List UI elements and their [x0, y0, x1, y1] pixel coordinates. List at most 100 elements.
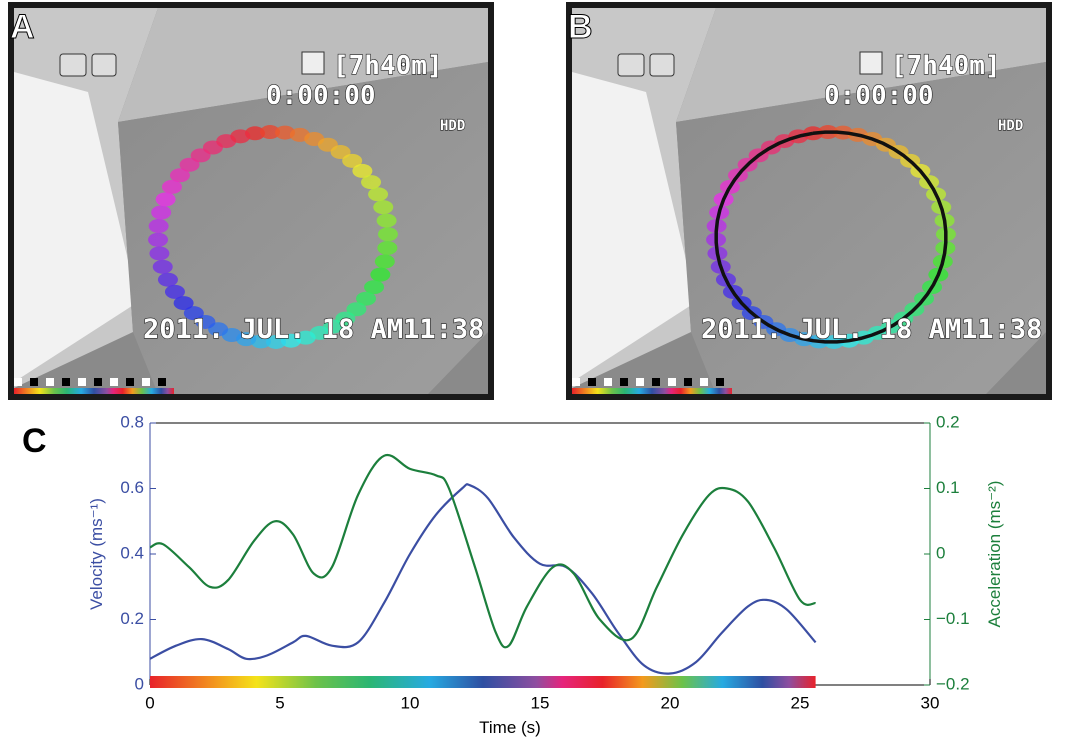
series-line: [149, 483, 817, 675]
osd-counter: [7h40m]: [891, 51, 1001, 81]
track-blob: [173, 296, 194, 311]
x-tick-label: 10: [401, 693, 420, 712]
track-blob: [374, 254, 395, 269]
panel-label: B: [568, 8, 593, 46]
track-blob: [266, 334, 287, 349]
track-blob: [330, 145, 351, 160]
track-blob: [148, 219, 169, 234]
scale-bar: [668, 378, 676, 386]
track-blob: [157, 272, 178, 287]
time-color-bar: [150, 676, 816, 688]
track-blob: [280, 333, 301, 348]
scale-bar: [652, 378, 660, 386]
track-blob: [377, 240, 398, 255]
scale-bar: [62, 378, 70, 386]
track-blob: [342, 153, 363, 168]
track-blob: [377, 227, 398, 242]
scale-bar: [604, 378, 612, 386]
y-tick-label: 0.2: [120, 609, 144, 628]
y-tick-label: 0.6: [120, 478, 144, 497]
y-axis-label: Velocity (ms⁻¹): [87, 498, 106, 610]
track-blob: [179, 157, 200, 172]
osd-media: HDD: [440, 118, 465, 134]
trajectory: [714, 130, 948, 344]
track-blob: [356, 291, 377, 306]
y-tick-label: 0: [135, 674, 144, 693]
osd-time: 0:00:00: [824, 81, 934, 111]
scale-bar: [14, 378, 22, 386]
y2-tick-label: 0.2: [936, 412, 960, 431]
scale-bar: [110, 378, 118, 386]
track-blob: [149, 246, 170, 261]
scale-bar: [716, 378, 724, 386]
scale-bar: [126, 378, 134, 386]
scale-bar: [620, 378, 628, 386]
scale-bar: [636, 378, 644, 386]
y2-tick-label: −0.1: [936, 609, 970, 628]
track-blob: [152, 259, 173, 274]
scale-bar: [700, 378, 708, 386]
camera-panel: [7h40m]0:00:00 HDD 2011. JUL. 18 AM11:38 B: [566, 2, 1052, 400]
color-strip: [572, 388, 732, 394]
quality-icon: [859, 51, 883, 75]
osd-time: 0:00:00: [266, 81, 376, 111]
scale-bar: [158, 378, 166, 386]
y-tick-label: 0.4: [120, 543, 144, 562]
osd-date: 2011. JUL. 18 AM11:38: [701, 314, 1042, 345]
cam-icon: [617, 53, 645, 77]
color-strip: [14, 388, 174, 394]
x-axis-label: Time (s): [479, 718, 541, 737]
track-blob: [164, 284, 185, 299]
wall-bright: [572, 72, 696, 382]
panel-label: A: [10, 8, 35, 46]
cam-icon: [59, 53, 87, 77]
track-blob: [169, 168, 190, 183]
x-tick-label: 30: [921, 693, 940, 712]
track-blob: [376, 213, 397, 228]
track-blob: [183, 306, 204, 321]
y2-tick-label: 0.1: [936, 478, 960, 497]
scale-bar: [684, 378, 692, 386]
track-blob: [352, 163, 373, 178]
track-blob: [364, 280, 385, 295]
x-tick-label: 20: [661, 693, 680, 712]
track-blob: [346, 302, 367, 317]
x-tick-label: 5: [275, 693, 284, 712]
y2-axis-label: Acceleration (ms⁻²): [985, 481, 1004, 628]
panel-label: C: [22, 422, 47, 460]
x-tick-label: 25: [791, 693, 810, 712]
scale-bar: [30, 378, 38, 386]
scale-bar: [94, 378, 102, 386]
track-blob: [151, 205, 172, 220]
y-tick-label: 0.8: [120, 412, 144, 431]
track-blob: [368, 187, 389, 202]
osd-counter: [7h40m]: [333, 51, 443, 81]
mode-icon: [649, 53, 675, 77]
scale-bar: [142, 378, 150, 386]
track-blob: [361, 175, 382, 190]
track-blob: [155, 192, 176, 207]
osd-date: 2011. JUL. 18 AM11:38: [143, 314, 484, 345]
x-tick-label: 0: [145, 693, 154, 712]
scale-bar: [572, 378, 580, 386]
series-line: [149, 453, 816, 649]
track-blob: [373, 200, 394, 215]
x-tick-label: 15: [531, 693, 550, 712]
scale-bar: [78, 378, 86, 386]
wall-bright: [14, 72, 138, 382]
scale-bar: [46, 378, 54, 386]
mode-icon: [91, 53, 117, 77]
track-blob: [195, 314, 216, 329]
osd-media: HDD: [998, 118, 1023, 134]
quality-icon: [301, 51, 325, 75]
scale-bar: [588, 378, 596, 386]
y2-tick-label: −0.2: [936, 674, 970, 693]
y2-tick-label: 0: [936, 543, 945, 562]
track-blob: [230, 129, 251, 144]
camera-panel: [7h40m]0:00:00 HDD 2011. JUL. 18 AM11:38 A: [8, 2, 494, 400]
track-blob: [259, 125, 280, 140]
track-blob: [148, 232, 169, 247]
track-blob: [370, 267, 391, 282]
track-blob: [161, 179, 182, 194]
